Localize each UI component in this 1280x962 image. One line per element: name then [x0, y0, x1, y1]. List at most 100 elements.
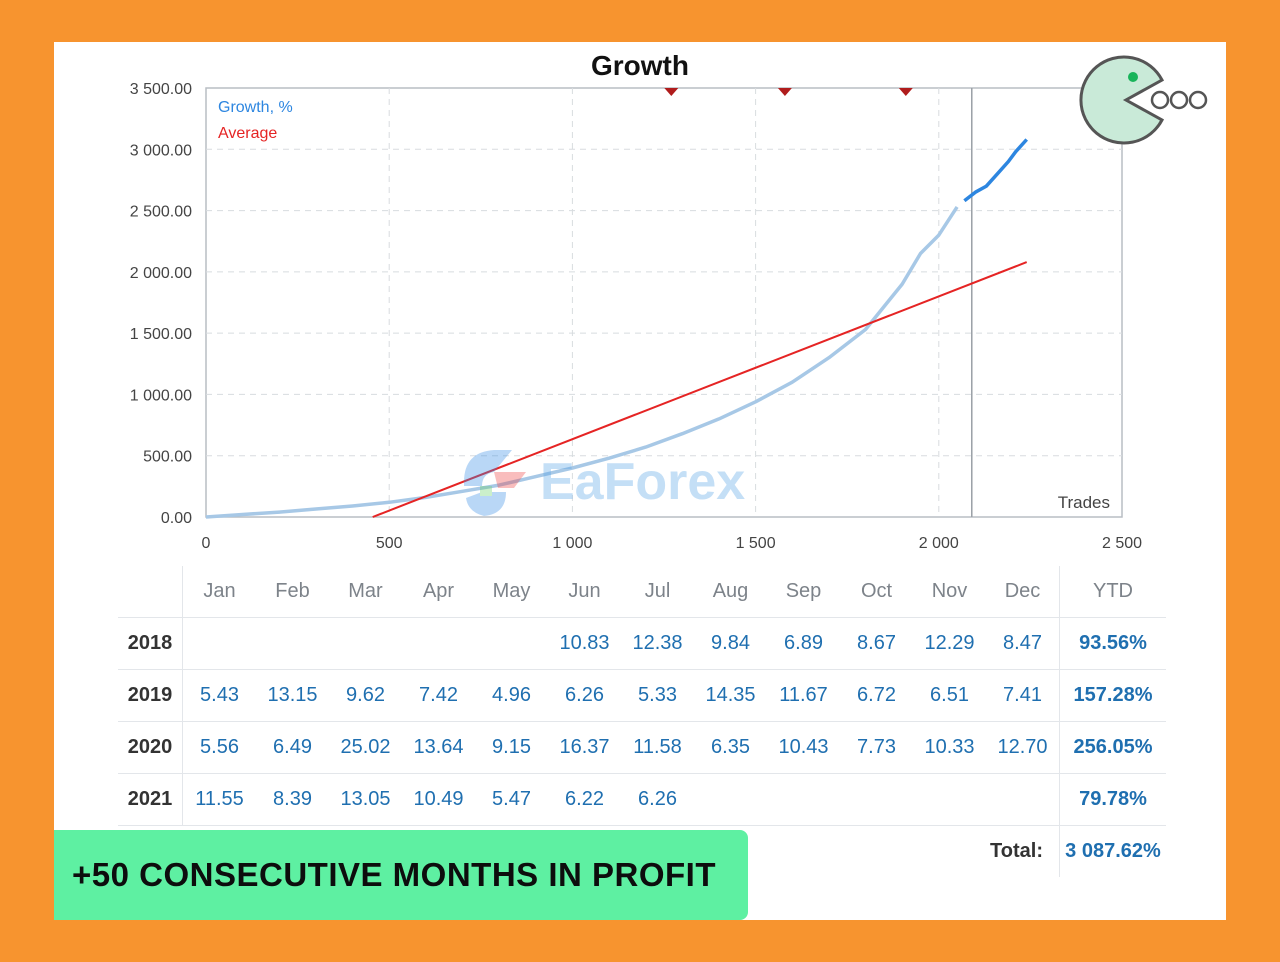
y-tick-label: 500.00 [143, 449, 192, 466]
month-value-cell: 8.67 [840, 617, 913, 670]
ytd-cell: 79.78% [1059, 773, 1166, 826]
month-value-cell: 16.37 [548, 721, 621, 774]
month-value-cell: 8.39 [256, 773, 329, 826]
y-tick-label: 2 000.00 [130, 265, 192, 282]
month-value-cell: 11.55 [182, 773, 256, 826]
chart-title: Growth [591, 50, 689, 81]
month-value-cell: 11.67 [767, 669, 840, 722]
x-tick-label: 2 500 [1102, 535, 1142, 552]
month-header: Sep [767, 566, 840, 618]
month-value-cell: 5.47 [475, 773, 548, 826]
year-cell: 2020 [118, 721, 183, 774]
month-header: Aug [694, 566, 767, 618]
month-value-cell: 14.35 [694, 669, 767, 722]
month-header: Dec [986, 566, 1060, 618]
month-value-cell: 6.26 [621, 773, 694, 826]
x-tick-label: 1 000 [552, 535, 592, 552]
month-value-cell: 10.83 [548, 617, 621, 670]
y-tick-label: 1 500.00 [130, 326, 192, 343]
month-value-cell: 13.64 [402, 721, 475, 774]
watermark: EaForex [454, 437, 745, 527]
month-value-cell: 4.96 [475, 669, 548, 722]
month-value-cell: 7.41 [986, 669, 1060, 722]
month-value-cell: 6.72 [840, 669, 913, 722]
ytd-header: YTD [1059, 566, 1166, 618]
table-row: 2018 10.83 12.38 9.84 6.89 8.67 12.29 8.47 93.56… [118, 617, 1166, 670]
month-value-cell: 6.51 [913, 669, 986, 722]
total-row: Total: 3 087.62% [118, 825, 1166, 877]
month-header: Apr [402, 566, 475, 618]
month-value-cell [256, 617, 329, 670]
series-line [205, 205, 959, 519]
table-row: 2019 5.43 13.15 9.62 7.42 4.96 6.26 5.33 14.35 11… [118, 669, 1166, 722]
month-value-cell: 6.35 [694, 721, 767, 774]
month-value-cell: 13.05 [329, 773, 402, 826]
month-value-cell: 5.56 [182, 721, 256, 774]
deal-marker [664, 88, 679, 96]
month-value-cell: 10.49 [402, 773, 475, 826]
month-value-cell: 11.58 [621, 721, 694, 774]
month-value-cell: 12.70 [986, 721, 1060, 774]
month-value-cell [913, 773, 986, 826]
y-tick-label: 3 500.00 [130, 81, 192, 98]
month-value-cell: 7.42 [402, 669, 475, 722]
series-line [372, 261, 1028, 518]
month-value-cell: 5.43 [182, 669, 256, 722]
year-cell: 2018 [118, 617, 183, 670]
month-value-cell: 25.02 [329, 721, 402, 774]
growth-panel: 0.00 500.00 1 000.00 1 500.00 2 000.00 2 500.… [54, 42, 1226, 920]
month-header: Mar [329, 566, 402, 618]
x-tick-label: 500 [376, 535, 403, 552]
pacman-logo-icon [1079, 55, 1208, 145]
month-value-cell: 6.49 [256, 721, 329, 774]
month-value-cell [329, 617, 402, 670]
month-header: Feb [256, 566, 329, 618]
banner-text: +50 CONSECUTIVE MONTHS IN PROFIT [72, 856, 716, 893]
month-value-cell: 10.33 [913, 721, 986, 774]
month-header: Oct [840, 566, 913, 618]
month-value-cell [475, 617, 548, 670]
year-cell: 2021 [118, 773, 183, 826]
month-value-cell: 6.22 [548, 773, 621, 826]
year-cell: 2019 [118, 669, 183, 722]
month-value-cell: 8.47 [986, 617, 1060, 670]
ytd-cell: 93.56% [1059, 617, 1166, 670]
x-tick-label: 0 [202, 535, 211, 552]
y-tick-label: 2 500.00 [130, 204, 192, 221]
series-line [963, 138, 1028, 203]
growth-chart: 0.00 500.00 1 000.00 1 500.00 2 000.00 2 500.… [130, 81, 1142, 552]
month-value-cell [840, 773, 913, 826]
x-axis-label: Trades [1058, 493, 1110, 512]
y-tick-label: 3 000.00 [130, 142, 192, 159]
ytd-cell: 157.28% [1059, 669, 1166, 722]
month-header: May [475, 566, 548, 618]
plot-area [205, 87, 1123, 518]
total-label: Total: [990, 840, 1043, 862]
month-header: Nov [913, 566, 986, 618]
watermark-text: EaForex [540, 453, 746, 511]
month-value-cell [402, 617, 475, 670]
month-value-cell [694, 773, 767, 826]
x-tick-label: 1 500 [736, 535, 776, 552]
table-row: 2020 5.56 6.49 25.02 13.64 9.15 16.37 11.58 6.35… [118, 721, 1166, 774]
monthly-returns-table: Jan Feb Mar Apr May Jun Jul Aug Sep Oct Nov Dec YTD … [118, 566, 1166, 877]
month-value-cell: 13.15 [256, 669, 329, 722]
month-value-cell: 12.29 [913, 617, 986, 670]
deal-marker [777, 88, 792, 96]
month-value-cell [182, 617, 256, 670]
eaforex-logo-icon [464, 450, 526, 516]
month-value-cell [767, 773, 840, 826]
month-value-cell [986, 773, 1060, 826]
month-value-cell: 7.73 [840, 721, 913, 774]
ytd-cell: 256.05% [1059, 721, 1166, 774]
profit-banner: +50 CONSECUTIVE MONTHS IN PROFIT [54, 830, 748, 920]
table-row: 2021 11.55 8.39 13.05 10.49 5.47 6.22 6.26 79.78… [118, 773, 1166, 826]
total-value: 3 087.62% [1059, 825, 1166, 877]
table-header-row: Jan Feb Mar Apr May Jun Jul Aug Sep Oct Nov Dec YTD [118, 566, 1166, 618]
month-header: Jul [621, 566, 694, 618]
month-value-cell: 6.26 [548, 669, 621, 722]
month-value-cell: 9.62 [329, 669, 402, 722]
deal-marker [898, 88, 913, 96]
y-tick-label: 1 000.00 [130, 387, 192, 404]
month-header: Jun [548, 566, 621, 618]
